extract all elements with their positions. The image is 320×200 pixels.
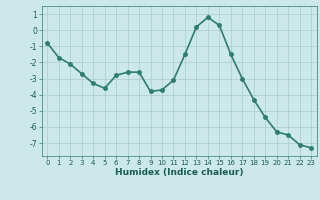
- X-axis label: Humidex (Indice chaleur): Humidex (Indice chaleur): [115, 168, 244, 177]
